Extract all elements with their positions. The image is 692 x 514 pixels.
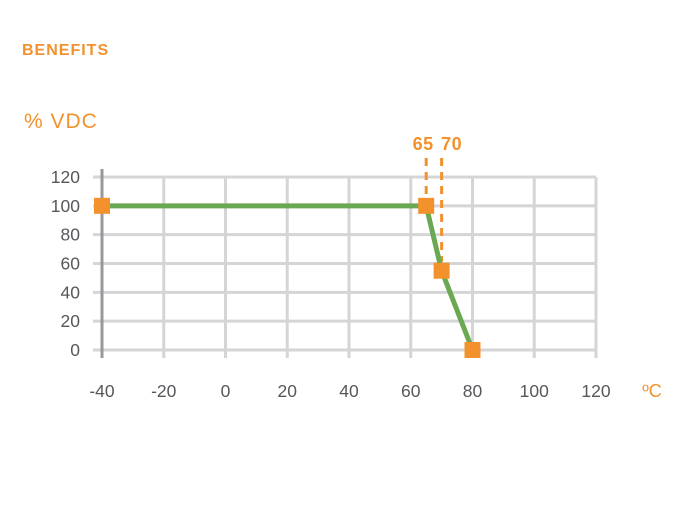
x-tick-label: -40 [89, 381, 115, 401]
data-point-marker [94, 197, 110, 214]
data-point-marker [464, 342, 481, 358]
y-axis-title: % VDC [24, 110, 98, 133]
x-tick-label: 40 [339, 381, 359, 401]
x-tick-label: 100 [520, 381, 549, 401]
data-point-marker [418, 197, 435, 214]
y-tick-label: 0 [70, 340, 80, 360]
y-tick-label: 120 [51, 167, 80, 187]
y-tick-label: 60 [61, 254, 81, 274]
data-point-marker [433, 262, 450, 279]
y-tick-label: 20 [61, 311, 81, 331]
x-tick-label: 120 [581, 381, 610, 401]
y-tick-label: 100 [51, 196, 80, 216]
annotation-label: 70 [441, 134, 462, 154]
y-tick-label: 80 [61, 225, 81, 245]
page-title: BENEFITS [22, 42, 110, 59]
x-tick-label: 60 [401, 381, 421, 401]
x-tick-label: -20 [151, 381, 177, 401]
x-tick-label: 0 [221, 381, 231, 401]
x-axis-unit-label: ºC [642, 381, 662, 401]
data-line [102, 203, 475, 351]
y-tick-label: 40 [61, 282, 81, 302]
x-tick-label: 20 [278, 381, 298, 401]
annotation-label: 65 [413, 134, 434, 154]
x-tick-label: 80 [463, 381, 483, 401]
